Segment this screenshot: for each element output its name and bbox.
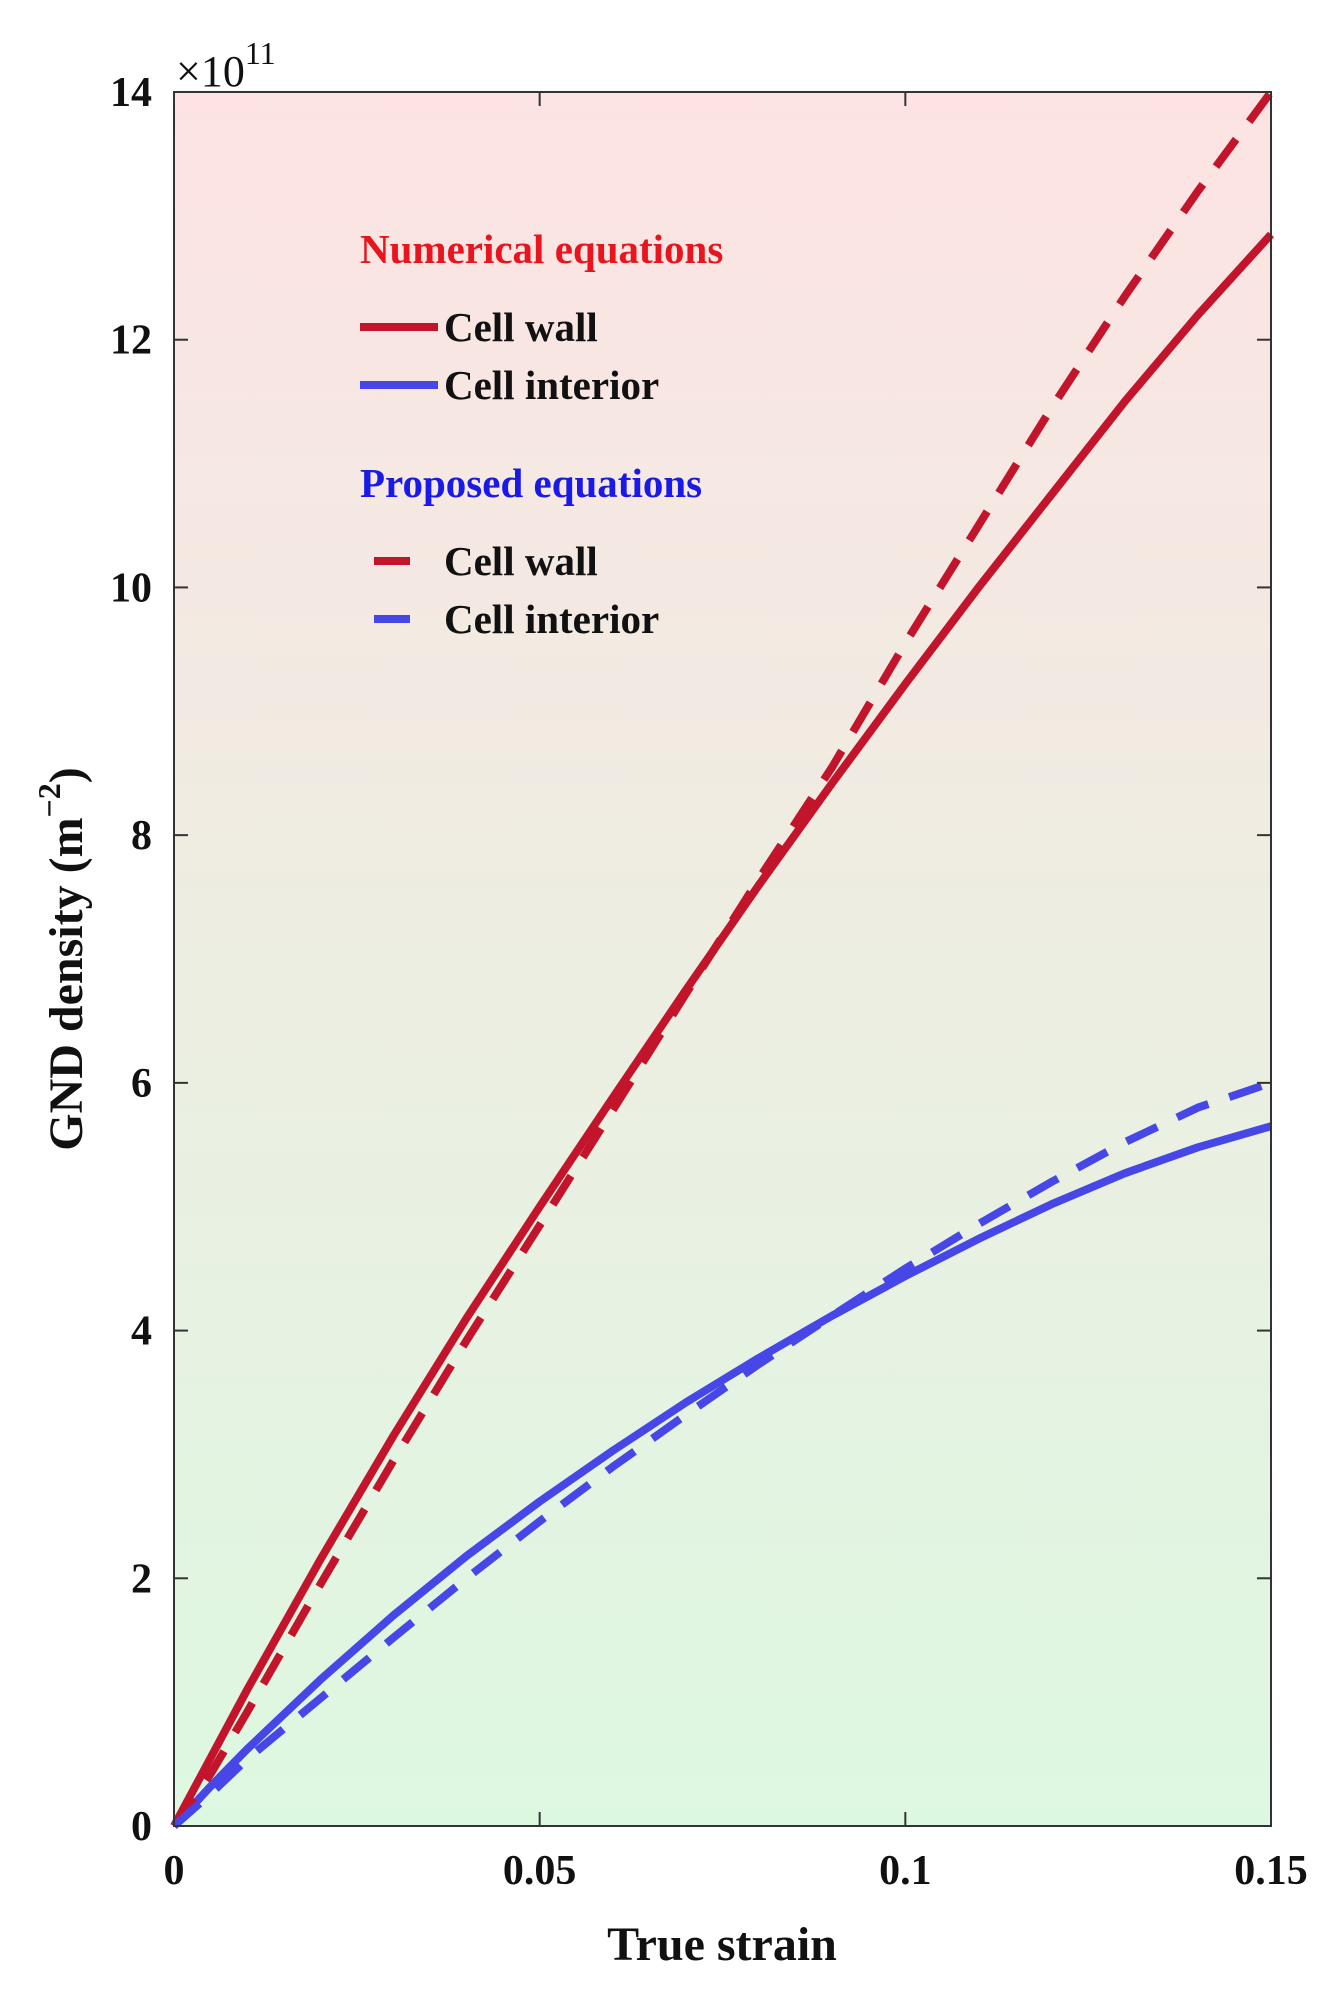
y-axis-label: GND density (m−2) [31, 767, 93, 1151]
legend-entry-label: Cell wall [444, 538, 598, 584]
exponent-prefix: ×10 [176, 47, 245, 96]
series-line-numerical-cell-interior [171, 1122, 1273, 1829]
y-tick-label: 12 [110, 318, 152, 364]
y-tick-label: 4 [131, 1309, 152, 1355]
legend-group-title: Proposed equations [360, 460, 702, 506]
y-axis-label-close: ) [40, 767, 93, 783]
legend-entry-label: Cell interior [444, 596, 659, 642]
x-tick-label: 0.05 [503, 1848, 577, 1894]
y-tick-label: 14 [110, 70, 152, 116]
x-tick-label: 0.1 [879, 1848, 932, 1894]
x-tick-label: 0 [164, 1848, 185, 1894]
legend-entry-label: Cell wall [444, 304, 598, 350]
ticks-layer: 0 0.05 0.1 0.15 0 2 4 6 8 10 12 14 [110, 70, 1308, 1894]
series-layer [170, 89, 1275, 1830]
svg-text:×1011: ×1011 [176, 35, 276, 96]
y-axis-label-main: GND density (m [40, 817, 93, 1150]
series-line-proposed-cell-wall [170, 89, 1275, 1829]
y-axis-exponent: ×1011 [176, 35, 276, 96]
y-tick-label: 0 [131, 1804, 152, 1850]
plot-frame [173, 91, 1272, 1827]
y-axis-label-sup: −2 [31, 783, 67, 817]
legend-group-title: Numerical equations [360, 226, 723, 272]
legend-entry-label: Cell interior [444, 362, 659, 408]
y-tick-label: 2 [131, 1556, 152, 1602]
svg-text:GND density (m−2): GND density (m−2) [31, 767, 93, 1151]
x-axis-label: True strain [607, 1918, 837, 1971]
plot-background [174, 92, 1271, 1826]
y-tick-label: 8 [131, 813, 152, 859]
x-tick-label: 0.15 [1234, 1848, 1308, 1894]
exponent-power: 11 [245, 35, 276, 71]
legend: Numerical equations Cell wall Cell interio… [360, 226, 723, 642]
y-tick-label: 6 [131, 1061, 152, 1107]
y-tick-label: 10 [110, 565, 152, 611]
